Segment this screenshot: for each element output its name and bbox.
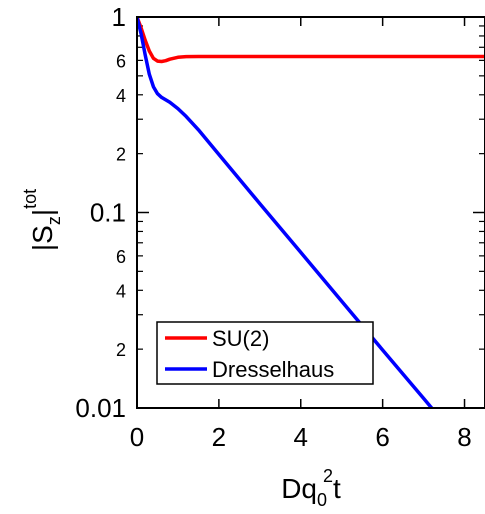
y-minor-tick-label: 2: [116, 145, 126, 165]
legend-label-dresselhaus: Dresselhaus: [212, 357, 334, 382]
legend-box: [156, 321, 374, 385]
y-axis-label: |Sz|tot: [20, 189, 64, 251]
y-minor-tick-label: 4: [116, 281, 126, 301]
x-tick-label: 4: [294, 422, 308, 452]
legend: SU(2) Dresselhaus: [156, 321, 374, 385]
x-axis-label: Dq0 2t: [281, 466, 341, 510]
legend-label-su2: SU(2): [212, 326, 269, 351]
y-label-close: |: [27, 209, 58, 216]
y-major-tick-label: 0.01: [75, 393, 126, 423]
x-label-sup: 2: [323, 466, 333, 486]
x-label-base: Dq: [281, 473, 317, 504]
y-minor-tick-label: 2: [116, 340, 126, 360]
y-label-sub: z: [44, 216, 64, 225]
y-label-open: |S: [27, 225, 58, 251]
x-tick-label: 0: [130, 422, 144, 452]
y-minor-tick-label: 4: [116, 86, 126, 106]
y-major-tick-label: 1: [112, 2, 126, 32]
x-label-sub: 0: [317, 490, 327, 510]
x-tick-label: 2: [212, 422, 226, 452]
y-minor-tick-label: 6: [116, 51, 126, 71]
x-label-tail: t: [333, 473, 341, 504]
plot-frame: [136, 16, 485, 409]
y-minor-tick-label: 6: [116, 247, 126, 267]
series-line-su-2: [137, 17, 485, 64]
y-major-tick-label: 0.1: [90, 198, 126, 228]
x-tick-label: 8: [457, 422, 471, 452]
series-line-dresselhaus: [137, 17, 434, 408]
x-tick-label: 6: [375, 422, 389, 452]
y-label-sup: tot: [20, 189, 40, 209]
